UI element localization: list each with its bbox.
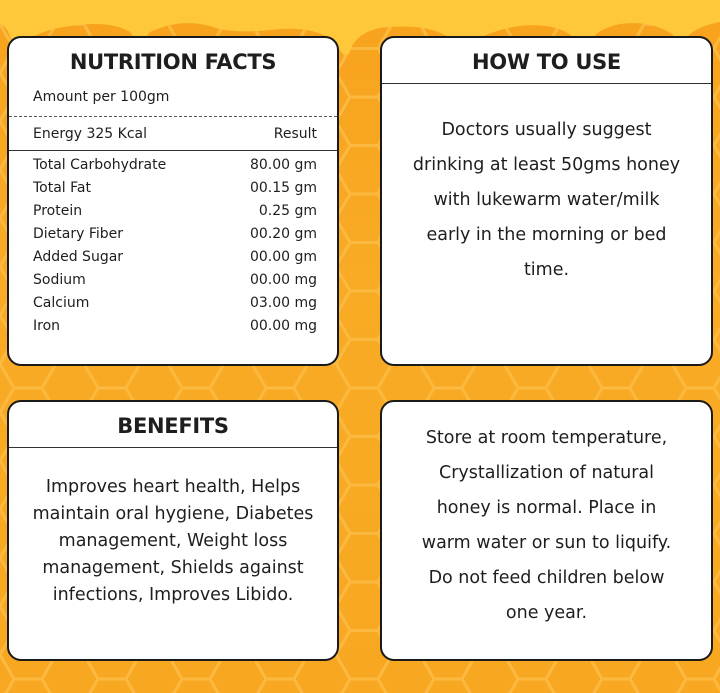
text-line: time. [523,260,570,280]
text-line: honey is normal. Place in [436,498,657,518]
nutrition-row: Added Sugar 00.00 gm [33,246,317,269]
result-label: Result [273,126,317,142]
nutrition-row: Total Carbohydrate 80.00 gm [33,154,317,177]
header-divider [9,150,337,151]
text-line: Crystallization of natural [438,463,655,483]
text-line: early in the morning or bed [426,225,667,245]
text-line: Doctors usually suggest [441,120,652,140]
how-to-use-title: HOW TO USE [472,50,621,74]
text-line: maintain oral hygiene, Diabetes [32,504,314,524]
nutrient-value: 00.20 gm [249,226,317,242]
text-line: drinking at least 50gms honey [412,155,681,175]
nutrition-row: Sodium 00.00 mg [33,269,317,292]
nutrient-name: Dietary Fiber [33,226,124,242]
honey-drip [0,0,720,55]
nutrient-value: 00.00 mg [249,318,317,334]
nutrition-header-row: Energy 325 Kcal Result [33,126,317,142]
text-line: Do not feed children below [428,568,665,588]
storage-card: Store at room temperature, Crystallizati… [380,400,713,661]
benefits-text: Improves heart health, Helps maintain or… [19,474,327,609]
nutrition-row: Protein 0.25 gm [33,200,317,223]
nutrition-row: Total Fat 00.15 gm [33,177,317,200]
nutrition-facts-card: NUTRITION FACTS Amount per 100gm Energy … [7,36,339,366]
energy-label: Energy 325 Kcal [33,126,147,142]
text-line: Store at room temperature, [425,428,668,448]
text-line: management, Shields against [42,558,304,578]
dashed-divider [9,116,337,117]
benefits-title: BENEFITS [117,414,229,438]
nutrition-row: Dietary Fiber 00.20 gm [33,223,317,246]
nutrient-name: Calcium [33,295,90,311]
how-to-use-card: HOW TO USE Doctors usually suggest drink… [380,36,713,366]
nutrient-value: 0.25 gm [258,203,317,219]
nutrition-table: Total Carbohydrate 80.00 gm Total Fat 00.1… [33,154,317,338]
nutrient-name: Total Fat [33,180,91,196]
amount-per-label: Amount per 100gm [33,89,170,105]
text-line: management, Weight loss [58,531,288,551]
text-line: with lukewarm water/milk [433,190,660,210]
nutrient-value: 80.00 gm [249,157,317,173]
nutrient-name: Iron [33,318,61,334]
nutrient-name: Sodium [33,272,86,288]
nutrition-facts-title: NUTRITION FACTS [69,50,277,74]
nutrition-row: Iron 00.00 mg [33,315,317,338]
title-divider [9,447,337,448]
benefits-card: BENEFITS Improves heart health, Helps ma… [7,400,339,661]
nutrient-name: Added Sugar [33,249,124,265]
nutrient-value: 03.00 mg [249,295,317,311]
nutrient-value: 00.15 gm [249,180,317,196]
text-line: Improves heart health, Helps [45,477,301,497]
text-line: infections, Improves Libido. [52,585,294,605]
nutrient-value: 00.00 gm [249,249,317,265]
nutrient-name: Total Carbohydrate [33,157,167,173]
nutrient-name: Protein [33,203,83,219]
nutrient-value: 00.00 mg [249,272,317,288]
how-to-use-text: Doctors usually suggest drinking at leas… [392,113,701,288]
title-divider [382,83,711,84]
nutrition-row: Calcium 03.00 mg [33,292,317,315]
storage-text: Store at room temperature, Crystallizati… [392,421,701,631]
text-line: one year. [505,603,588,623]
text-line: warm water or sun to liquify. [421,533,672,553]
